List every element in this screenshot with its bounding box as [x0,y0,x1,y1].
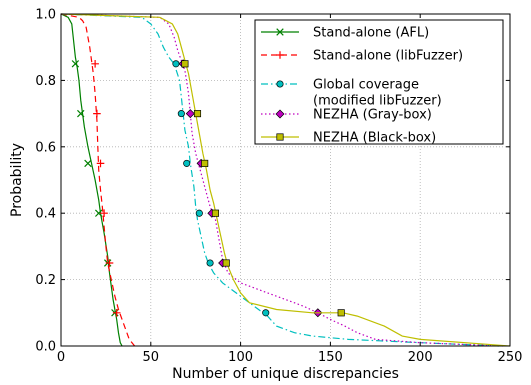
series-line [60,13,136,347]
legend-label-line: NEZHA (Gray-box) [313,108,432,123]
series-2 [60,13,500,347]
legend: Stand-alone (AFL) Stand-alone (libFuzzer)… [254,19,504,146]
legend-label-line: Stand-alone (AFL) [313,26,429,41]
legend-label-line: (modified libFuzzer) [313,94,442,109]
legend-label-line: Stand-alone (libFuzzer) [313,49,463,64]
y-axis-label: Probability [9,143,25,217]
series-line [60,13,123,347]
series-point [211,209,220,217]
series-point [93,109,101,118]
series-point [337,309,345,317]
x-tick-label: 250 [498,350,523,365]
legend-label-line: Global coverage [313,78,419,93]
legend-item: Global coverage (modified libFuzzer) [261,78,442,109]
series-point [195,209,203,217]
legend-label: Stand-alone (libFuzzer) [313,49,463,64]
legend-label: NEZHA (Black-box) [313,131,436,146]
series-point [183,159,191,167]
legend-item: NEZHA (Black-box) [261,131,436,146]
legend-marker [276,133,284,141]
x-tick-label: 150 [318,350,343,365]
x-tick-label: 0 [57,350,65,365]
ticks: 0 50 100 150 200 250 0.0 0.2 0.4 0.6 0.8 1.0 [35,8,522,366]
series-3 [60,13,503,347]
series-1 [60,13,136,347]
legend-item: Stand-alone (AFL) [261,26,429,41]
legend-label: Stand-alone (AFL) [313,26,429,41]
legend-marker [276,28,284,36]
series-point [77,109,85,118]
series-line [60,13,500,347]
series-point [201,159,209,167]
plot-area [60,13,511,347]
series-point [94,209,103,217]
y-tick-label: 0.0 [35,340,56,355]
series-point [262,309,270,317]
series-point [185,109,195,119]
legend-label: NEZHA (Gray-box) [313,108,432,123]
series-line [60,13,511,347]
legend-marker [276,51,284,59]
legend-marker [276,80,284,88]
y-tick-label: 0.6 [35,140,56,155]
x-tick-label: 200 [408,350,433,365]
legend-label: Global coverage (modified libFuzzer) [313,78,442,109]
x-tick-label: 50 [143,350,160,365]
legend-item: NEZHA (Gray-box) [261,108,432,123]
legend-item: Stand-alone (libFuzzer) [261,49,463,64]
y-tick-label: 1.0 [35,8,56,23]
legend-label-line: NEZHA (Black-box) [313,131,436,146]
plot-frame [60,13,511,347]
series-point [84,159,92,168]
y-tick-label: 0.2 [35,273,56,288]
legend-marker [275,109,285,119]
y-tick-label: 0.4 [35,207,56,222]
series-point [100,209,108,217]
x-tick-label: 100 [228,350,253,365]
series-point [181,60,189,68]
series-point [71,60,80,68]
series-point [172,60,180,68]
series-point [91,60,99,68]
series-point [112,309,121,317]
series-point [222,259,230,267]
y-tick-label: 0.8 [35,74,56,89]
series-point [96,159,105,168]
x-axis-label: Number of unique discrepancies [172,366,399,382]
series-point [177,110,185,118]
series-line [60,13,503,347]
series-4 [60,13,511,347]
series-point [105,259,114,267]
legend-box [254,19,504,145]
series-point [193,110,202,118]
series-point [206,259,214,267]
